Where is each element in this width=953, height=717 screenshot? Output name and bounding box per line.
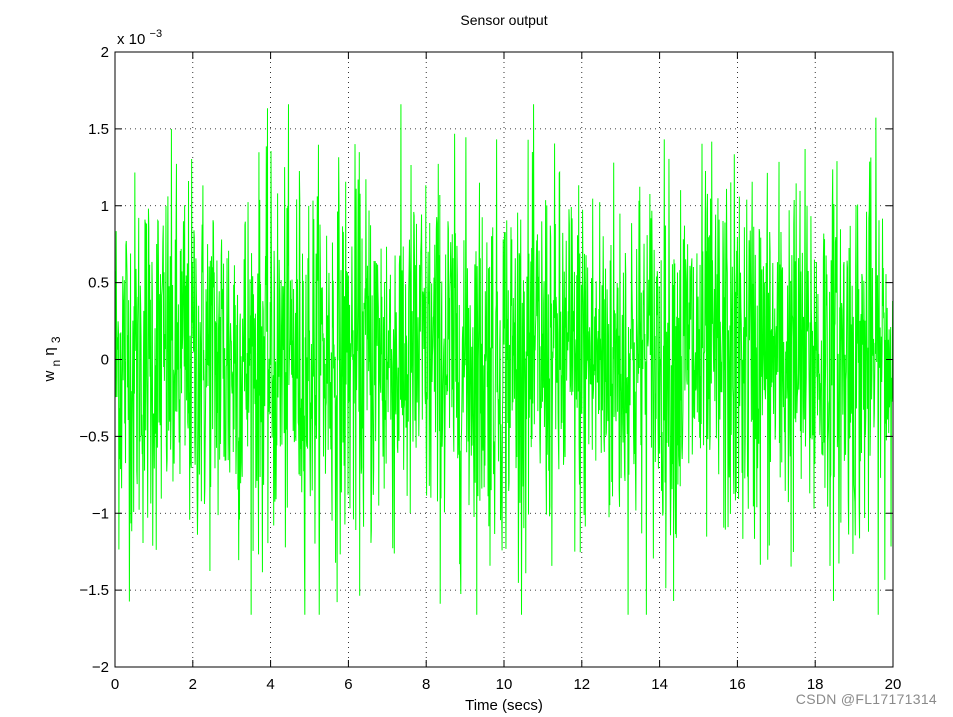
y-label-mid: η	[41, 347, 58, 355]
svg-text:w n η 3: w n η 3	[41, 336, 64, 382]
series-layer	[114, 104, 894, 615]
y-label-sub2: 3	[49, 336, 63, 343]
y-tick-label: −2	[92, 659, 109, 676]
y-label-base: w	[41, 371, 58, 383]
y-tick-label: 0.5	[88, 275, 109, 292]
x-tick-label: 20	[885, 676, 902, 693]
watermark: CSDN @FL17171314	[795, 691, 937, 707]
x-tick-label: 8	[422, 676, 430, 693]
x-tick-label: 6	[344, 676, 352, 693]
x-tick-label: 4	[266, 676, 274, 693]
y-tick-label: 2	[101, 44, 109, 61]
y-tick-label: 1.5	[88, 121, 109, 138]
y-tick-label: 1	[101, 198, 109, 215]
x-axis-label: Time (secs)	[465, 697, 543, 714]
x-tick-label: 10	[496, 676, 513, 693]
y-tick-label: −1	[92, 505, 109, 522]
x-tick-label: 2	[189, 676, 197, 693]
x-tick-label: 16	[729, 676, 746, 693]
y-axis-label: w n η 3	[41, 336, 64, 382]
y-exponent-power: −3	[150, 28, 163, 40]
tick-layer: 0 2 4 6 8 10 12 14 16 18 20 −2 −1.5 −1 −0.5 0 0.5 1 1.5 2	[79, 44, 901, 693]
y-tick-label: 0	[101, 352, 109, 369]
x-tick-label: 0	[111, 676, 119, 693]
chart-title: Sensor output	[460, 12, 547, 28]
y-exponent-prefix: x 10	[117, 31, 145, 48]
y-tick-label: −0.5	[79, 428, 109, 445]
x-tick-label: 14	[651, 676, 668, 693]
y-label-sub1: n	[49, 360, 63, 367]
x-tick-label: 18	[807, 676, 824, 693]
y-tick-label: −1.5	[79, 582, 109, 599]
y-exponent-label: x 10 −3	[117, 28, 162, 48]
x-tick-label: 12	[573, 676, 590, 693]
series-line	[114, 104, 894, 615]
